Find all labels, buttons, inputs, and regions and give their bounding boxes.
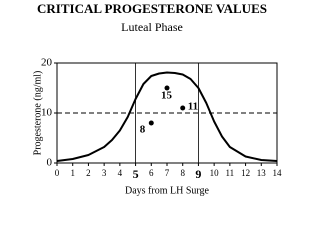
- x-tick-label: 4: [118, 168, 123, 178]
- x-tick-label: 3: [102, 168, 107, 178]
- x-tick-label: 13: [257, 168, 267, 178]
- chart-subtitle: Luteal Phase: [121, 20, 183, 34]
- x-tick-label: 0: [55, 168, 60, 178]
- x-tick-label: 12: [241, 168, 250, 178]
- point: [148, 120, 154, 126]
- x-tick-label: 10: [210, 168, 220, 178]
- x-tick-label: 9: [195, 167, 201, 181]
- y-axis-title: Progesterone (ng/ml): [32, 71, 43, 156]
- x-tick-label: 5: [133, 167, 139, 181]
- point-label: 11: [188, 101, 198, 113]
- point-label: 8: [140, 124, 146, 136]
- point: [164, 85, 170, 91]
- x-axis-title: Days from LH Surge: [125, 185, 210, 196]
- x-tick-label: 11: [226, 168, 235, 178]
- x-tick-label: 14: [273, 168, 283, 178]
- chart-title: CRITICAL PROGESTERONE VALUES: [37, 1, 267, 16]
- x-tick-label: 2: [86, 168, 91, 178]
- point: [180, 105, 186, 111]
- page: CRITICAL PROGESTERONE VALUES Luteal Phas…: [32, 0, 283, 197]
- point-label: 15: [161, 90, 173, 102]
- x-tick-label: 7: [165, 168, 170, 178]
- curve: [56, 71, 278, 162]
- chart: CRITICAL PROGESTERONE VALUES Luteal Phas…: [32, 1, 283, 196]
- y-tick-label: 0: [47, 157, 53, 169]
- x-tick-label: 8: [180, 168, 185, 178]
- y-tick-label: 10: [41, 107, 53, 119]
- x-tick-label: 1: [70, 168, 75, 178]
- x-tick-label: 6: [149, 168, 154, 178]
- y-tick-label: 20: [41, 57, 53, 69]
